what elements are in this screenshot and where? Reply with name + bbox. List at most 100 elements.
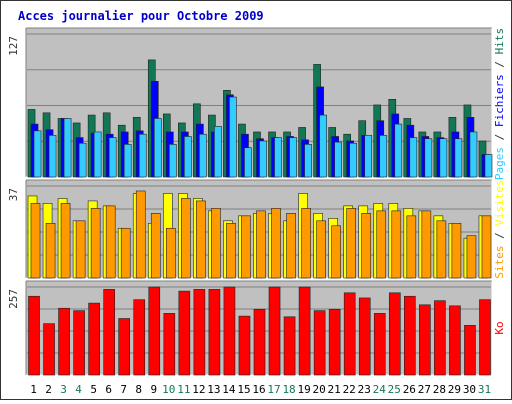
x-tick-label-day-28: 28 bbox=[433, 383, 446, 396]
x-tick-label-day-24: 24 bbox=[373, 383, 387, 396]
bar-sites-day-29 bbox=[451, 222, 462, 279]
bar-ko-day-20 bbox=[313, 310, 326, 376]
bar-pages-day-9 bbox=[153, 118, 162, 178]
bar-pages-day-27 bbox=[424, 138, 433, 178]
bar-ko-day-7 bbox=[118, 318, 131, 376]
bar-ko-day-25 bbox=[388, 292, 401, 376]
legend-part: Visites bbox=[493, 179, 506, 225]
bar-ko-day-1 bbox=[28, 295, 40, 376]
bar-sites-day-12 bbox=[196, 200, 206, 279]
bar-pages-day-30 bbox=[469, 131, 478, 178]
x-tick-label-day-26: 26 bbox=[403, 383, 416, 396]
bar-ko-day-26 bbox=[404, 295, 416, 376]
x-tick-label-day-16: 16 bbox=[252, 383, 265, 396]
legend-part: Ko bbox=[493, 321, 506, 334]
bar-ko-day-30 bbox=[464, 325, 476, 376]
bar-sites-day-28 bbox=[436, 220, 447, 279]
legend-part: / bbox=[493, 54, 506, 74]
bar-ko-day-14 bbox=[223, 286, 236, 376]
bar-pages-day-4 bbox=[78, 142, 87, 178]
bar-pages-day-21 bbox=[334, 141, 342, 178]
x-tick-label-day-27: 27 bbox=[418, 383, 431, 396]
bar-ko-day-10 bbox=[163, 313, 176, 376]
bar-sites-day-9 bbox=[150, 213, 161, 279]
x-tick-label-day-18: 18 bbox=[282, 383, 295, 396]
bar-sites-day-3 bbox=[60, 203, 71, 279]
x-tick-label-day-21: 21 bbox=[328, 383, 341, 396]
x-tick-label-day-4: 4 bbox=[75, 383, 82, 396]
bar-sites-day-27 bbox=[421, 210, 432, 279]
legend-part: Sites bbox=[493, 246, 506, 279]
bar-ko-day-5 bbox=[88, 302, 100, 376]
bar-sites-day-22 bbox=[346, 208, 357, 279]
bar-sites-day-16 bbox=[256, 210, 266, 279]
bar-pages-day-26 bbox=[409, 137, 418, 178]
x-tick-label-day-7: 7 bbox=[120, 383, 127, 396]
bar-pages-day-19 bbox=[304, 144, 312, 178]
bar-sites-day-18 bbox=[286, 213, 296, 279]
bar-ko-day-18 bbox=[283, 316, 296, 376]
legend-part: / bbox=[493, 226, 506, 246]
y-axis-max-label: 127 bbox=[7, 36, 20, 56]
x-tick-label-day-31: 31 bbox=[478, 383, 491, 396]
bar-pages-day-16 bbox=[259, 140, 267, 178]
bar-pages-day-13 bbox=[214, 126, 222, 178]
x-tick-label-day-22: 22 bbox=[343, 383, 356, 396]
x-tick-label-day-1: 1 bbox=[30, 383, 37, 396]
bar-sites-day-25 bbox=[391, 210, 402, 279]
bar-ko-day-21 bbox=[328, 308, 341, 376]
bar-ko-day-9 bbox=[148, 286, 161, 376]
bar-sites-day-24 bbox=[376, 210, 387, 279]
bar-pages-day-10 bbox=[168, 144, 177, 178]
bar-sites-day-20 bbox=[316, 220, 326, 279]
x-tick-label-day-6: 6 bbox=[105, 383, 112, 396]
bar-sites-day-21 bbox=[331, 225, 341, 279]
x-tick-label-day-15: 15 bbox=[237, 383, 250, 396]
bar-sites-day-6 bbox=[105, 205, 116, 279]
bar-pages-day-17 bbox=[274, 137, 282, 178]
bar-pages-day-14 bbox=[229, 96, 237, 178]
bar-sites-day-26 bbox=[406, 215, 417, 279]
bar-ko-day-19 bbox=[298, 286, 311, 376]
bar-ko-day-31 bbox=[479, 299, 491, 376]
bar-ko-day-4 bbox=[73, 310, 85, 376]
bar-pages-day-12 bbox=[199, 133, 207, 178]
bar-sites-day-23 bbox=[361, 213, 372, 279]
bar-sites-day-2 bbox=[45, 222, 56, 279]
x-tick-label-day-13: 13 bbox=[207, 383, 220, 396]
chart-title: Acces journalier pour Octobre 2009 bbox=[18, 9, 264, 23]
x-tick-label-day-20: 20 bbox=[313, 383, 326, 396]
bar-sites-day-14 bbox=[226, 222, 236, 279]
series-legend-label: Ko bbox=[493, 321, 506, 334]
bar-ko-day-24 bbox=[373, 313, 386, 376]
bar-pages-day-31 bbox=[484, 154, 493, 178]
bar-ko-day-2 bbox=[43, 323, 55, 376]
bar-pages-day-3 bbox=[63, 118, 72, 178]
bar-ko-day-27 bbox=[419, 304, 431, 376]
x-tick-label-day-5: 5 bbox=[90, 383, 97, 396]
bar-ko-day-15 bbox=[238, 315, 251, 376]
bar-ko-day-29 bbox=[449, 305, 461, 376]
series-legend-label: Pages / Fichiers / Hits bbox=[493, 28, 506, 180]
y-axis-max-label: 37 bbox=[7, 188, 20, 201]
x-tick-label-day-11: 11 bbox=[177, 383, 190, 396]
bar-pages-day-29 bbox=[454, 138, 463, 178]
bar-sites-day-5 bbox=[90, 208, 101, 279]
bar-pages-day-5 bbox=[93, 131, 102, 178]
bar-ko-day-12 bbox=[193, 289, 206, 376]
x-tick-label-day-25: 25 bbox=[388, 383, 401, 396]
bar-pages-day-28 bbox=[439, 138, 448, 178]
legend-part: Hits bbox=[493, 28, 506, 55]
bar-sites-day-7 bbox=[120, 227, 131, 279]
bar-ko-day-17 bbox=[268, 286, 281, 376]
x-tick-label-day-3: 3 bbox=[60, 383, 67, 396]
bar-pages-day-24 bbox=[379, 135, 388, 178]
bar-sites-day-31 bbox=[481, 215, 492, 279]
bar-ko-day-11 bbox=[178, 290, 191, 376]
bar-pages-day-23 bbox=[364, 135, 373, 178]
bar-pages-day-15 bbox=[244, 147, 252, 178]
bar-ko-day-13 bbox=[208, 289, 221, 376]
x-tick-label-day-30: 30 bbox=[463, 383, 476, 396]
